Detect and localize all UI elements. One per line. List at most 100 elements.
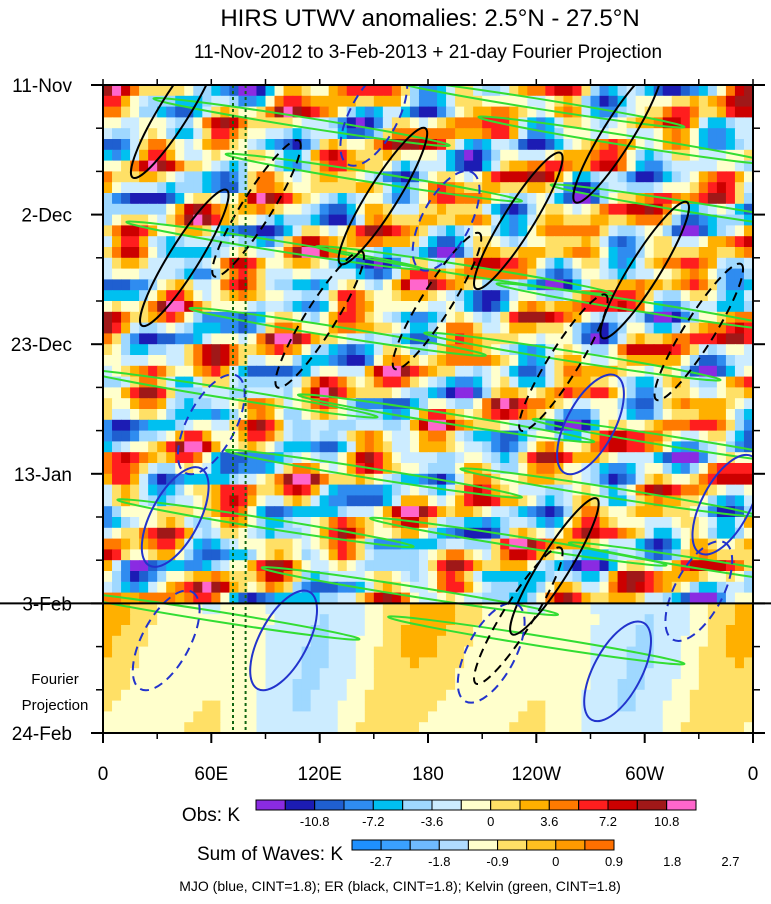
field-cell (509, 700, 519, 712)
field-cell (725, 668, 736, 680)
field-cell (409, 344, 420, 356)
field-cell (346, 722, 357, 733)
field-cell (247, 592, 258, 604)
field-cell (428, 495, 438, 507)
field-cell (382, 484, 393, 496)
field-cell (689, 387, 700, 399)
field-cell (409, 495, 420, 507)
field-cell (563, 171, 574, 183)
field-cell (536, 236, 546, 248)
field-cell (157, 614, 167, 626)
field-cell (599, 268, 610, 280)
waves-colorbar-label: Sum of Waves: K (197, 844, 343, 865)
field-cell (355, 279, 366, 291)
field-cell (220, 365, 230, 378)
field-cell (319, 430, 330, 442)
field-cell (590, 409, 601, 421)
field-cell (671, 160, 682, 172)
field-cell (644, 603, 655, 615)
field-cell (455, 279, 465, 291)
field-cell (608, 679, 619, 691)
field-cell (545, 311, 555, 324)
field-cell (626, 657, 637, 669)
colorbar-tick-label: 0 (552, 854, 559, 869)
field-cell (310, 149, 321, 162)
field-cell (265, 257, 276, 270)
field-cell (617, 473, 628, 486)
field-cell (274, 527, 285, 540)
field-cell (590, 571, 601, 583)
field-cell (283, 225, 294, 237)
field-cell (337, 657, 348, 669)
field-cell (563, 614, 574, 626)
field-cell (680, 506, 691, 518)
field-cell (238, 128, 249, 140)
field-cell (698, 247, 709, 259)
field-cell (635, 225, 646, 237)
field-cell (554, 193, 565, 205)
field-cell (391, 668, 402, 680)
field-cell (581, 139, 592, 151)
field-cell (121, 506, 131, 518)
field-cell (518, 203, 528, 216)
field-cell (545, 679, 555, 691)
field-cell (346, 689, 357, 702)
field-cell (220, 722, 230, 733)
field-cell (428, 409, 438, 421)
field-cell (743, 549, 753, 561)
field-cell (572, 85, 583, 97)
field-cell (734, 139, 745, 151)
field-cell (238, 668, 249, 680)
field-cell (662, 203, 673, 216)
field-cell (274, 398, 285, 410)
field-cell (400, 193, 411, 205)
field-cell (689, 419, 700, 432)
field-cell (175, 452, 185, 464)
field-cell (626, 560, 637, 572)
field-cell (247, 409, 258, 421)
field-cell (635, 689, 646, 702)
field-cell (220, 85, 230, 97)
field-cell (716, 419, 727, 432)
field-cell (698, 689, 709, 702)
field-cell (500, 646, 510, 658)
field-cell (121, 387, 131, 399)
field-cell (328, 322, 339, 334)
field-cell (527, 441, 537, 453)
field-cell (301, 409, 312, 421)
field-cell (734, 236, 745, 248)
field-cell (626, 441, 637, 453)
field-cell (130, 333, 140, 345)
field-cell (563, 571, 574, 583)
field-cell (364, 149, 375, 162)
field-cell (220, 95, 230, 108)
field-cell (527, 679, 537, 691)
field-cell (635, 506, 646, 518)
colorbar-swatch (351, 839, 382, 851)
field-cell (103, 355, 113, 367)
field-cell (328, 722, 339, 733)
field-cell (680, 646, 691, 658)
field-cell (716, 646, 727, 658)
field-cell (283, 128, 294, 140)
field-cell (653, 592, 664, 604)
field-cell (626, 419, 637, 432)
field-cell (418, 279, 429, 291)
field-cell (608, 506, 619, 518)
field-cell (382, 171, 393, 183)
field-cell (518, 711, 528, 723)
field-cell (211, 657, 221, 669)
field-cell (491, 139, 501, 151)
field-cell (473, 668, 483, 680)
field-cell (175, 344, 185, 356)
field-cell (437, 484, 447, 496)
field-cell (689, 193, 700, 205)
field-cell (229, 193, 240, 205)
field-cell (680, 257, 691, 270)
field-cell (590, 592, 601, 604)
field-cell (428, 214, 438, 226)
field-cell (500, 592, 510, 604)
field-cell (689, 247, 700, 259)
field-cell (500, 95, 510, 108)
field-cell (355, 538, 366, 550)
